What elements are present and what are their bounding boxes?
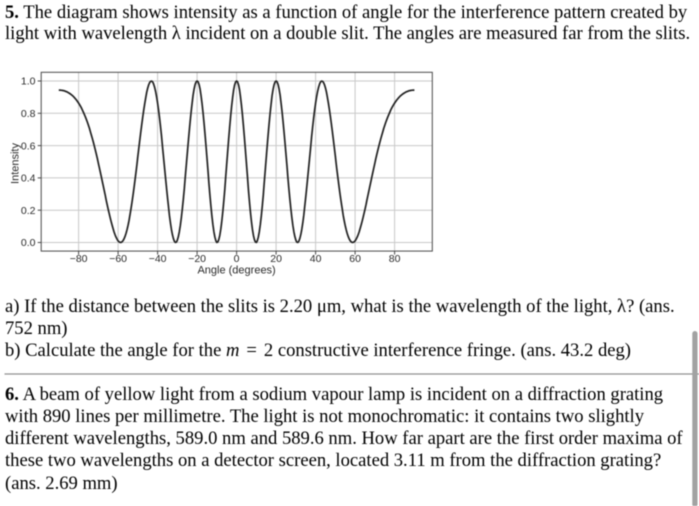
svg-text:0.0: 0.0 [21, 237, 36, 249]
svg-text:0.4: 0.4 [21, 173, 36, 185]
svg-text:−60: −60 [109, 253, 127, 265]
svg-text:40: 40 [310, 253, 322, 265]
svg-text:0.6: 0.6 [21, 140, 36, 152]
svg-text:−40: −40 [149, 253, 167, 265]
svg-text:80: 80 [389, 253, 401, 265]
svg-text:0.8: 0.8 [21, 108, 36, 120]
svg-text:Intensity: Intensity [10, 143, 22, 184]
svg-text:−80: −80 [70, 253, 88, 265]
svg-text:20: 20 [270, 253, 282, 265]
svg-text:−20: −20 [188, 253, 206, 265]
svg-text:Angle (degrees): Angle (degrees) [197, 265, 275, 277]
svg-text:1.0: 1.0 [21, 76, 36, 88]
svg-text:0: 0 [234, 253, 240, 265]
svg-text:60: 60 [349, 253, 361, 265]
svg-text:0.2: 0.2 [21, 205, 36, 217]
